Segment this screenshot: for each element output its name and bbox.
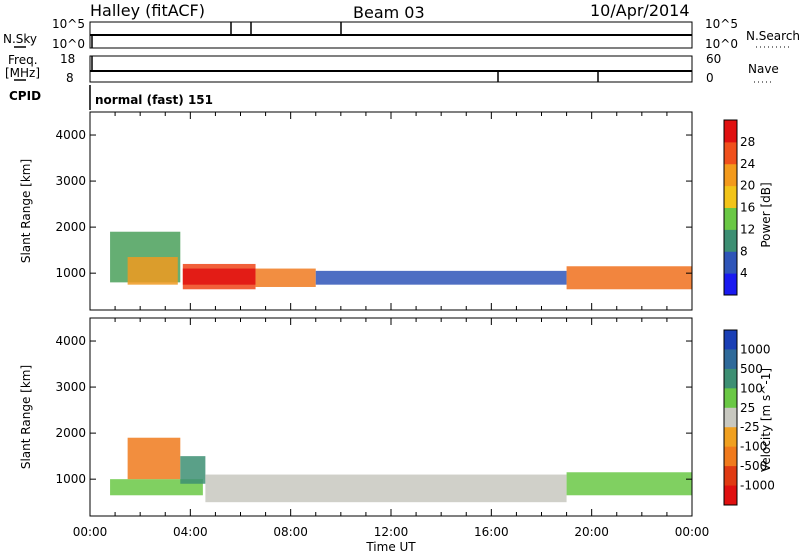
time-tick-label: 00:00 xyxy=(73,525,108,539)
colorbar-tick-label: 25 xyxy=(740,401,755,415)
echo-region xyxy=(180,456,206,484)
nsky-tick-top: 10^5 xyxy=(52,17,85,31)
power-panel: 1000 2000 3000 4000 Slant Range [km] xyxy=(19,111,693,311)
nave-tick-top: 60 xyxy=(706,52,721,66)
colorbar-segment xyxy=(724,207,737,230)
y-tick-label: 1000 xyxy=(55,472,86,486)
colorbar-segment xyxy=(724,185,737,208)
colorbar-segment xyxy=(724,273,737,296)
y-tick-label: 2000 xyxy=(55,220,86,234)
colorbar-tick-label: 28 xyxy=(740,135,755,149)
y-tick-label: 2000 xyxy=(55,426,86,440)
echo-region xyxy=(110,479,203,496)
colorbar-segment xyxy=(724,163,737,187)
echo-region xyxy=(182,268,256,285)
freq-unit-label: [MHz] xyxy=(5,66,40,80)
time-tick-label: 20:00 xyxy=(574,525,609,539)
freq-panel-frame xyxy=(89,55,693,83)
colorbar-tick-label: 16 xyxy=(740,201,755,215)
colorbar-frame xyxy=(723,119,738,296)
velocity-echo-layer xyxy=(110,437,692,503)
power-colorbar-label: Power [dB] xyxy=(759,182,773,247)
power-echo-layer xyxy=(110,231,692,290)
nsearch-label: N.Search xyxy=(746,29,800,43)
velocity-colorbar: 1000 500 100 25 -25 -100 -500 -1000 xyxy=(723,329,775,506)
colorbar-frame xyxy=(723,329,738,506)
colorbar-segment xyxy=(724,466,737,487)
nsky-label: N.Sky xyxy=(3,32,37,46)
colorbar-segment xyxy=(724,388,737,409)
time-tick-label: 08:00 xyxy=(273,525,308,539)
colorbar-segment xyxy=(724,229,737,252)
y-tick-label: 3000 xyxy=(55,174,86,188)
y-tick-label: 1000 xyxy=(55,266,86,280)
nave-tick-bottom: 0 xyxy=(706,71,714,85)
velocity-panel: 1000 2000 3000 4000 Slant Range [km] xyxy=(19,317,693,517)
colorbar-tick-label: 8 xyxy=(740,244,748,258)
colorbar-tick-label: -1000 xyxy=(740,479,775,493)
velocity-x-ticks xyxy=(89,318,693,516)
colorbar-tick-label: 100 xyxy=(740,381,763,395)
echo-region xyxy=(315,270,567,285)
power-y-ticks: 1000 2000 3000 4000 xyxy=(55,128,692,280)
colorbar-segment xyxy=(724,330,737,350)
nsearch-tick-top: 10^5 xyxy=(705,17,738,31)
colorbar-segment xyxy=(724,485,737,506)
colorbar-tick-label: 1000 xyxy=(740,342,771,356)
echo-region xyxy=(255,268,316,287)
velocity-ylabel: Slant Range [km] xyxy=(19,365,33,469)
nsky-tick-bottom: 10^0 xyxy=(52,37,85,51)
power-x-ticks xyxy=(89,112,693,310)
freq-label: Freq. xyxy=(8,53,38,67)
beam-title: Beam 03 xyxy=(353,3,425,22)
colorbar-tick-label: 12 xyxy=(740,222,755,236)
echo-region xyxy=(127,437,181,480)
colorbar-segment xyxy=(724,407,737,428)
echo-region xyxy=(566,266,692,290)
time-tick-label: 00:00 xyxy=(675,525,710,539)
colorbar-segment xyxy=(724,120,737,143)
echo-region xyxy=(566,472,692,496)
colorbar-segment xyxy=(724,446,737,467)
colorbar-tick-label: -500 xyxy=(740,459,767,473)
colorbar-segment xyxy=(724,427,737,448)
freq-tick-bottom: 8 xyxy=(66,71,74,85)
colorbar-segment xyxy=(724,251,737,274)
cpid-mode: normal (fast) 151 xyxy=(95,93,213,107)
velocity-y-ticks: 1000 2000 3000 4000 xyxy=(55,334,692,486)
nsearch-tick-bottom: 10^0 xyxy=(705,37,738,51)
colorbar-segment xyxy=(724,141,737,165)
cpid-label: CPID xyxy=(9,89,41,103)
y-tick-label: 4000 xyxy=(55,128,86,142)
colorbar-tick-label: -25 xyxy=(740,420,760,434)
y-tick-label: 4000 xyxy=(55,334,86,348)
power-colorbar: 4 8 12 16 20 24 28 xyxy=(723,119,755,296)
y-tick-label: 3000 xyxy=(55,380,86,394)
echo-region xyxy=(127,257,178,285)
time-tick-label: 16:00 xyxy=(474,525,509,539)
colorbar-segment xyxy=(724,349,737,370)
freq-tick-top: 18 xyxy=(60,52,75,66)
colorbar-segment xyxy=(724,368,737,389)
time-tick-label: 12:00 xyxy=(374,525,409,539)
colorbar-tick-label: 4 xyxy=(740,266,748,280)
colorbar-tick-label: 500 xyxy=(740,362,763,376)
nave-label: Nave xyxy=(748,62,779,76)
date-title: 10/Apr/2014 xyxy=(590,1,690,20)
echo-region xyxy=(205,474,567,503)
station-title: Halley (fitACF) xyxy=(90,1,205,20)
time-axis-labels: 00:00 04:00 08:00 12:00 16:00 20:00 00:00 xyxy=(73,525,710,539)
colorbar-tick-label: -100 xyxy=(740,440,767,454)
colorbar-tick-label: 24 xyxy=(740,157,755,171)
time-tick-label: 04:00 xyxy=(173,525,208,539)
velocity-colorbar-label: Velocity [m s^-1] xyxy=(759,368,773,472)
time-axis-label: Time UT xyxy=(365,540,416,554)
power-ylabel: Slant Range [km] xyxy=(19,159,33,263)
colorbar-tick-label: 20 xyxy=(740,179,755,193)
